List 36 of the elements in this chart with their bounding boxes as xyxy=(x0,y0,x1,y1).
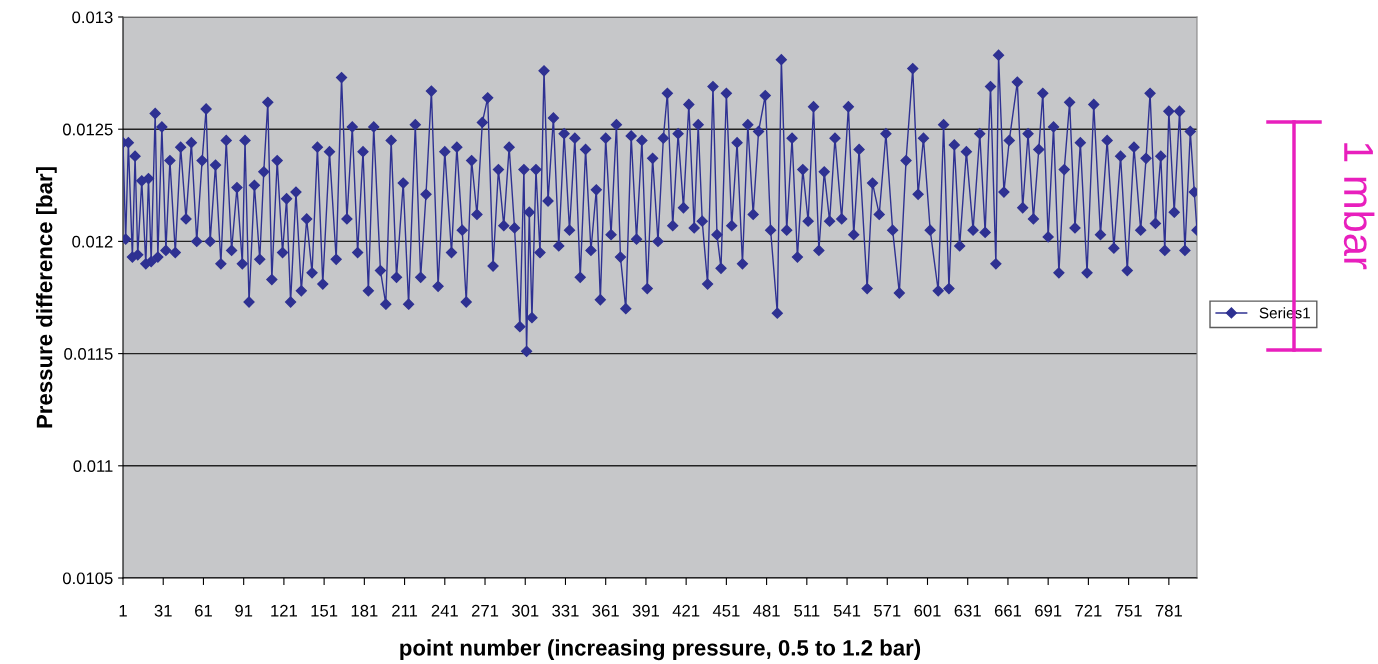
x-tick-label: 1 xyxy=(119,605,127,617)
x-tick-label: 601 xyxy=(914,604,941,617)
x-tick-label: 271 xyxy=(471,604,499,617)
x-tick-label: 631 xyxy=(954,604,981,617)
x-tick-label: 61 xyxy=(195,604,212,617)
x-tick-label: 691 xyxy=(1035,604,1062,617)
x-tick-label: 31 xyxy=(154,604,172,617)
y-tick-label: 0.0125 xyxy=(62,123,113,136)
x-tick-label: 421 xyxy=(672,604,700,617)
x-tick-label: 451 xyxy=(712,605,740,617)
x-tick-label: 91 xyxy=(235,604,253,617)
x-tick-label: 361 xyxy=(592,604,619,617)
x-tick-label: 541 xyxy=(833,605,861,617)
x-tick-label: 301 xyxy=(511,604,539,617)
x-tick-label: 721 xyxy=(1075,604,1102,617)
text: 1 mbar xyxy=(1343,143,1375,270)
x-tick-label: 751 xyxy=(1115,605,1142,617)
x-tick-label: 661 xyxy=(994,604,1022,617)
x-tick-label: 121 xyxy=(271,604,297,617)
x-tick-label: 391 xyxy=(632,604,660,617)
x-tick-label: 511 xyxy=(794,605,820,617)
x-tick-label: 331 xyxy=(552,604,579,617)
x-tick-label: 211 xyxy=(392,604,418,617)
x-tick-label: 241 xyxy=(431,604,458,617)
x-tick-label: 151 xyxy=(311,605,338,617)
x-tick-label: 571 xyxy=(874,605,901,617)
y-tick-label: 0.0115 xyxy=(64,348,113,360)
y-tick-label: 0.011 xyxy=(73,460,113,472)
y-tick-label: 0.012 xyxy=(72,235,113,248)
x-tick-label: 481 xyxy=(753,604,780,617)
y-tick-label: 0.0105 xyxy=(62,572,113,585)
y-tick-label: 0.013 xyxy=(72,11,113,24)
x-tick-label: 181 xyxy=(351,604,378,617)
x-axis-title: point number (increasing pressure, 0.5 to 1.2 bar) xyxy=(400,639,921,661)
y-axis-title: Pressure difference [bar] xyxy=(36,167,57,428)
x-tick-label: 781 xyxy=(1155,604,1182,617)
